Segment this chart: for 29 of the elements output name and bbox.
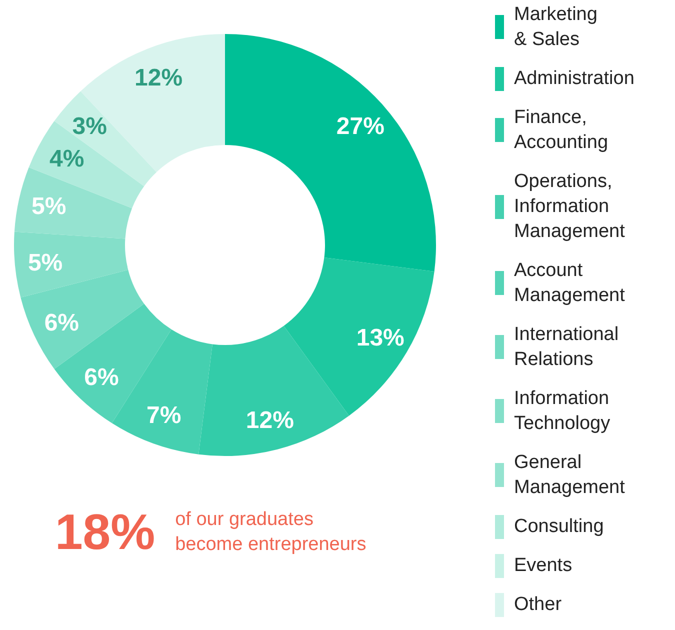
- donut-slice: [14, 232, 128, 298]
- donut-slice: [14, 167, 132, 239]
- data-label: 13%: [356, 324, 404, 352]
- data-label: 6%: [44, 309, 80, 336]
- legend-label: Events: [514, 554, 572, 578]
- data-label: 27%: [336, 113, 384, 140]
- data-label: 7%: [146, 402, 182, 430]
- legend-label: Consulting: [514, 515, 604, 539]
- data-label: 12%: [246, 407, 294, 434]
- data-label: 6%: [84, 364, 119, 391]
- text: of our graduates become entrepreneurs: [175, 508, 368, 557]
- donut-slice: [198, 326, 350, 456]
- legend-label: International Relations: [514, 323, 619, 372]
- legend-label: Administration: [514, 67, 634, 91]
- legend-label: Account Management: [514, 259, 625, 308]
- legend-label: Other: [514, 593, 562, 617]
- legend-label: General Management: [514, 451, 625, 500]
- data-label: 12%: [134, 64, 183, 92]
- data-label: 4%: [49, 145, 84, 172]
- data-label: 5%: [32, 193, 66, 220]
- legend-label: Operations, Information Management: [514, 170, 625, 244]
- legend-label: Information Technology: [514, 387, 610, 436]
- text: 18%: [55, 503, 156, 561]
- legend-label: Marketing & Sales: [514, 3, 598, 52]
- data-label: 3%: [72, 113, 107, 140]
- legend-label: Finance, Accounting: [514, 106, 608, 155]
- donut-slice: [20, 270, 144, 370]
- donut-slice: [225, 34, 436, 272]
- data-label: 5%: [28, 249, 63, 276]
